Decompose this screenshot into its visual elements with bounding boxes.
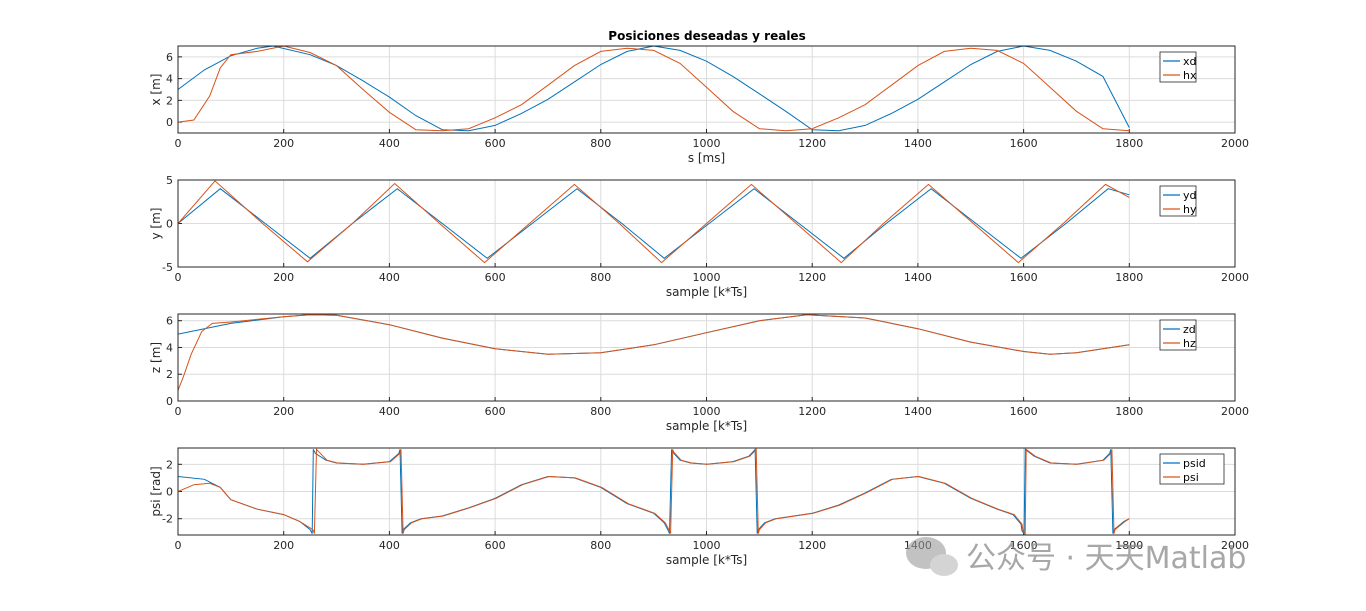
x-tick-label: 1000: [693, 137, 721, 150]
y-tick-label: 4: [166, 73, 173, 86]
x-tick-label: 400: [379, 539, 400, 552]
x-tick-label: 400: [379, 137, 400, 150]
series-line-psi: [178, 448, 1130, 535]
x-tick-label: 0: [175, 539, 182, 552]
x-tick-label: 1000: [693, 539, 721, 552]
x-axis-label: sample [k*Ts]: [666, 419, 747, 433]
y-axis-label: y [m]: [149, 208, 163, 240]
axes-box: [177, 45, 1236, 134]
legend-box: [1159, 453, 1225, 485]
x-tick-label: 2000: [1221, 539, 1249, 552]
x-tick-label: 1200: [798, 271, 826, 284]
y-tick-label: 0: [166, 116, 173, 129]
y-axis-label: x [m]: [149, 74, 163, 106]
y-axis-label: psi [rad]: [149, 466, 163, 516]
x-tick-label: 1600: [1010, 539, 1038, 552]
x-tick-label: 1000: [693, 271, 721, 284]
y-tick-label: 2: [166, 458, 173, 471]
x-tick-label: 1800: [1115, 271, 1143, 284]
x-tick-label: 1800: [1115, 539, 1143, 552]
watermark-text: 公众号 · 天天Matlab: [966, 541, 1246, 576]
x-tick-label: 1600: [1010, 271, 1038, 284]
legend-entry-zd: zd: [1183, 323, 1196, 336]
x-tick-label: 1200: [798, 539, 826, 552]
x-tick-label: 200: [273, 271, 294, 284]
legend-entry-yd: yd: [1183, 189, 1197, 202]
x-tick-label: 800: [590, 405, 611, 418]
subplots-group: 0 200 400 600 800 1000 1200 1400 1600 1800 2000024…: [149, 45, 1249, 567]
legend-entry-hx: hx: [1183, 69, 1197, 82]
y-tick-label: 2: [166, 94, 173, 107]
x-tick-label: 400: [379, 271, 400, 284]
x-tick-label: 600: [485, 539, 506, 552]
x-tick-label: 1200: [798, 405, 826, 418]
y-tick-label: 6: [166, 51, 173, 64]
x-tick-label: 2000: [1221, 137, 1249, 150]
x-tick-label: 800: [590, 137, 611, 150]
legend-entry-psid: psid: [1183, 457, 1206, 470]
x-tick-label: 1400: [904, 271, 932, 284]
x-tick-label: 1600: [1010, 405, 1038, 418]
y-tick-label: 0: [166, 218, 173, 231]
x-axis-label: sample [k*Ts]: [666, 285, 747, 299]
legend-entry-psi: psi: [1183, 471, 1199, 484]
subplot-2: 0 200 400 600 800 1000 1200 1400 1600 1800 2000-50…: [149, 174, 1249, 299]
x-tick-label: 1800: [1115, 137, 1143, 150]
x-tick-label: 1200: [798, 137, 826, 150]
x-tick-label: 600: [485, 271, 506, 284]
x-tick-label: 600: [485, 137, 506, 150]
x-tick-label: 800: [590, 271, 611, 284]
x-tick-label: 600: [485, 405, 506, 418]
y-tick-label: 0: [166, 395, 173, 408]
y-tick-label: 6: [166, 315, 173, 328]
y-axis-label: z [m]: [149, 342, 163, 373]
x-tick-label: 1800: [1115, 405, 1143, 418]
x-tick-label: 1000: [693, 405, 721, 418]
x-tick-label: 800: [590, 539, 611, 552]
y-tick-label: 0: [166, 486, 173, 499]
y-tick-label: 5: [166, 174, 173, 187]
x-tick-label: 1600: [1010, 137, 1038, 150]
x-tick-label: 200: [273, 137, 294, 150]
legend-box: [1159, 185, 1197, 217]
x-tick-label: 1400: [904, 137, 932, 150]
x-tick-label: 2000: [1221, 271, 1249, 284]
legend-entry-hy: hy: [1183, 203, 1197, 216]
legend-entry-hz: hz: [1183, 337, 1196, 350]
x-tick-label: 0: [175, 405, 182, 418]
y-tick-label: 4: [166, 341, 173, 354]
x-axis-label: s [ms]: [688, 151, 725, 165]
x-tick-label: 200: [273, 405, 294, 418]
y-tick-label: -2: [162, 513, 173, 526]
watermark-logo-icon: [906, 537, 958, 576]
x-tick-label: 400: [379, 405, 400, 418]
figure-title: Posiciones deseadas y reales: [608, 29, 805, 43]
x-axis-label: sample [k*Ts]: [666, 553, 747, 567]
series-line-hy: [178, 180, 1130, 264]
series-line-hz: [178, 314, 1130, 391]
legend-box: [1159, 319, 1197, 351]
x-tick-label: 0: [175, 271, 182, 284]
x-tick-label: 2000: [1221, 405, 1249, 418]
axes-box: [177, 179, 1236, 268]
x-tick-label: 1400: [904, 405, 932, 418]
x-tick-label: 200: [273, 539, 294, 552]
axes-box: [177, 447, 1236, 536]
subplot-4: 0200400600800100012001400160018002000-20…: [149, 447, 1249, 567]
series-line-hx: [178, 46, 1130, 132]
x-tick-label: 0: [175, 137, 182, 150]
y-tick-label: -5: [162, 261, 173, 274]
y-tick-label: 2: [166, 368, 173, 381]
axes-box: [177, 313, 1236, 402]
legend-box: [1159, 51, 1197, 83]
subplot-3: 0 200 400 600 800 1000 1200 1400 1600 1800 2000 0 2 4…: [149, 313, 1249, 433]
legend-entry-xd: xd: [1183, 55, 1197, 68]
subplot-1: 0 200 400 600 800 1000 1200 1400 1600 1800 2000 0 2 4…: [149, 45, 1249, 165]
